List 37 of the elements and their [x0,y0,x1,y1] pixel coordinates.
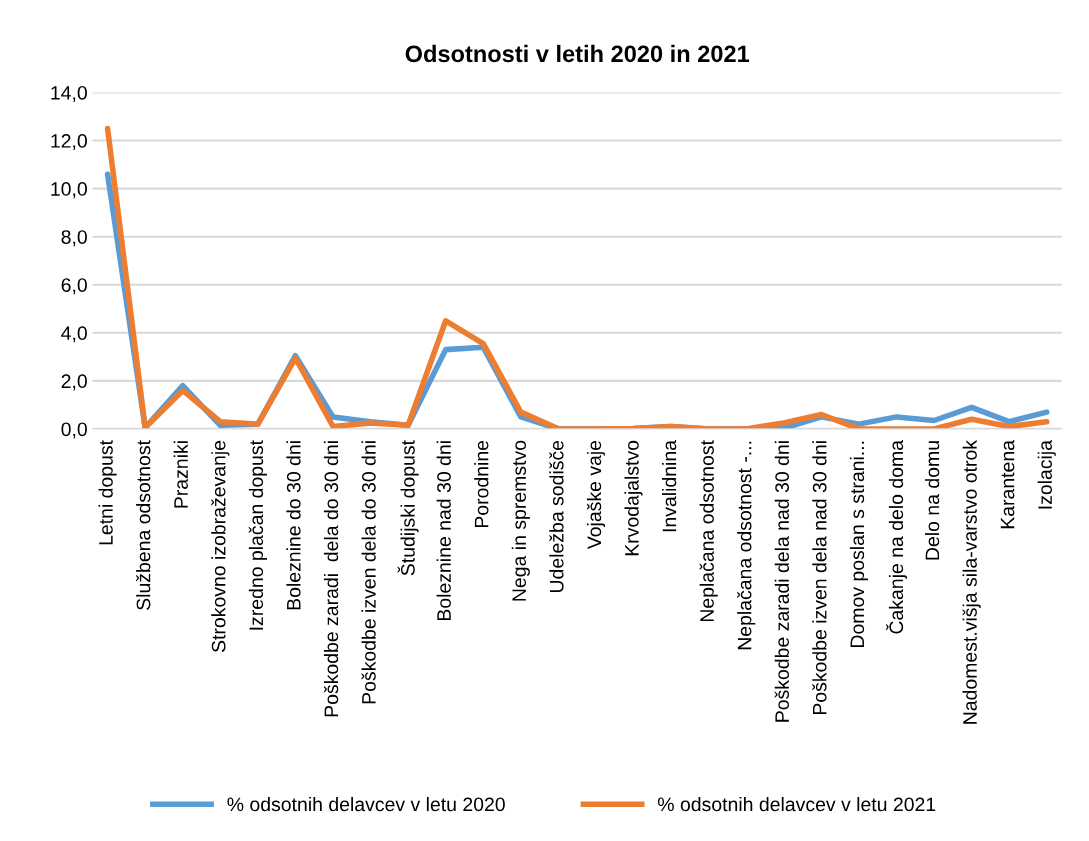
x-tick-label: Letni dopust [98,440,117,545]
x-tick-label: Nega in spremstvo [511,440,530,601]
x-tick-label: Strokovno izobraževanje [211,440,230,653]
y-tick-label: 14,0 [51,85,87,103]
y-tick-label: 2,0 [61,374,87,391]
x-tick-label: Udeležba sodišče [549,440,564,592]
x-tick-label: Poškodbe izven dela nad 30 dni [812,441,827,715]
x-tick-label: Nadomest.višja sila-varstvo otrok [962,439,981,724]
y-tick-label: 4,0 [61,326,87,343]
y-tick-label: 0,0 [61,422,87,439]
x-tick-label: Izolacija [1037,440,1056,509]
x-tick-label: Krvodajalstvo [624,440,643,556]
chart-title: Odsotnosti v letih 2020 in 2021 [405,44,750,63]
x-tick-label: Invalidnina [662,440,677,532]
x-tick-label: Prazniki [173,441,188,508]
x-tick-label: Poškodbe zaradi dela nad 30 dni [774,441,789,722]
x-tick-label: Izredno plačan dopust [248,440,267,630]
x-tick-label: Čakanje na delo doma [885,440,907,634]
x-tick-label: Neplačana odsotnost [699,440,718,622]
x-tick-label: Karantena [1000,440,1015,529]
x-tick-label: Študijski dopust [397,440,419,576]
x-tick-label: Neplačana odsotnost -... [737,441,756,650]
y-tick-label: 10,0 [51,182,87,199]
x-tick-label: Službena odsotnost [136,440,151,610]
y-tick-label: 12,0 [51,134,87,151]
x-tick-label: Poškodbe zaradi dela do 30 dni [323,441,339,717]
y-tick-label: 6,0 [61,278,87,295]
x-tick-label: Delo na domu [924,441,940,560]
x-tick-label: Vojaške vaje [586,440,606,550]
x-tick-label: Boleznine nad 30 dni [436,441,451,621]
legend-label: % odsotnih delavcev v letu 2020 [227,796,505,812]
x-tick-label: Domov poslan s strani... [849,441,868,647]
legend-label: % odsotnih delavcev v letu 2021 [657,796,936,812]
y-tick-label: 8,0 [61,230,87,247]
x-tick-label: Poškodbe izven dela do 30 dni [361,441,376,704]
x-tick-label: Porodnine [474,440,489,528]
x-tick-label: Boleznine do 30 dni [286,441,301,610]
